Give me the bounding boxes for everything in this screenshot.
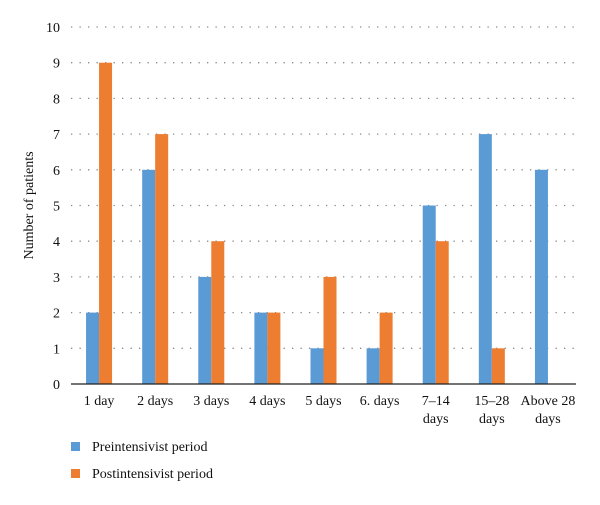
- bar-postintensivist: [211, 241, 225, 384]
- x-tick-label-line: 15–28: [474, 394, 509, 409]
- bar-postintensivist: [323, 276, 337, 384]
- bar-preintensivist: [366, 348, 380, 384]
- legend-swatch: [71, 442, 80, 451]
- legend-label: Preintensivist period: [92, 440, 208, 455]
- x-tick-label-line: Above 28: [521, 394, 576, 409]
- x-tick-label-line: 1 day: [84, 394, 115, 409]
- legend-label: Postintensivist period: [92, 467, 213, 482]
- x-tick-label: 2 days: [137, 394, 173, 409]
- y-axis-title: Number of patients: [22, 151, 37, 259]
- y-tick-label: 7: [53, 128, 60, 143]
- x-tick-label-line: 2 days: [137, 394, 173, 409]
- bar-preintensivist: [310, 348, 324, 384]
- x-tick-label: 1 day: [84, 394, 115, 409]
- x-tick-label-line: 5 days: [305, 394, 341, 409]
- x-tick-label-line: days: [479, 412, 505, 427]
- y-tick-label: 8: [53, 92, 60, 107]
- y-tick-label: 4: [53, 235, 60, 250]
- bar-preintensivist: [534, 169, 548, 384]
- y-tick-label: 2: [53, 307, 60, 322]
- x-tick-label: Above 28 days: [521, 394, 576, 427]
- x-tick-label: 15–28 days: [474, 394, 509, 427]
- bar-preintensivist: [86, 312, 100, 384]
- legend: Preintensivist period Postintensivist per…: [71, 440, 213, 482]
- x-tick-label: 3 days: [193, 394, 229, 409]
- y-tick-label: 9: [53, 57, 60, 72]
- y-tick-label: 3: [53, 271, 60, 286]
- bar-postintensivist: [155, 134, 169, 384]
- x-tick-label: 6. days: [360, 394, 400, 409]
- bar-preintensivist: [198, 276, 212, 384]
- bar-postintensivist: [491, 348, 505, 384]
- x-tick-label: 4 days: [249, 394, 285, 409]
- x-axis-labels: 1 day 2 days 3 days 4 days 5 days 6. days 7–14…: [84, 394, 576, 427]
- bars: [86, 62, 548, 384]
- x-tick-label-line: 3 days: [193, 394, 229, 409]
- y-tick-label: 5: [53, 200, 60, 215]
- bar-postintensivist: [99, 62, 113, 384]
- x-tick-label-line: 4 days: [249, 394, 285, 409]
- bar-preintensivist: [254, 312, 268, 384]
- x-tick-label-line: days: [535, 412, 561, 427]
- bar-postintensivist: [267, 312, 281, 384]
- y-axis-ticks: 0 1 2 3 4 5 6 7 8 9 10: [46, 21, 60, 393]
- bar-postintensivist: [435, 241, 449, 384]
- bar-postintensivist: [379, 312, 393, 384]
- bar-preintensivist: [142, 169, 156, 384]
- y-tick-label: 10: [46, 21, 60, 36]
- y-tick-label: 1: [53, 342, 60, 357]
- bar-preintensivist: [422, 205, 436, 384]
- x-tick-label-line: 6. days: [360, 394, 400, 409]
- x-tick-label-line: 7–14: [422, 394, 450, 409]
- x-tick-label: 5 days: [305, 394, 341, 409]
- y-tick-label: 0: [53, 378, 60, 393]
- x-tick-label-line: days: [423, 412, 449, 427]
- y-tick-label: 6: [53, 164, 60, 179]
- x-tick-label: 7–14 days: [422, 394, 450, 427]
- bar-preintensivist: [478, 134, 492, 384]
- legend-swatch: [71, 469, 80, 478]
